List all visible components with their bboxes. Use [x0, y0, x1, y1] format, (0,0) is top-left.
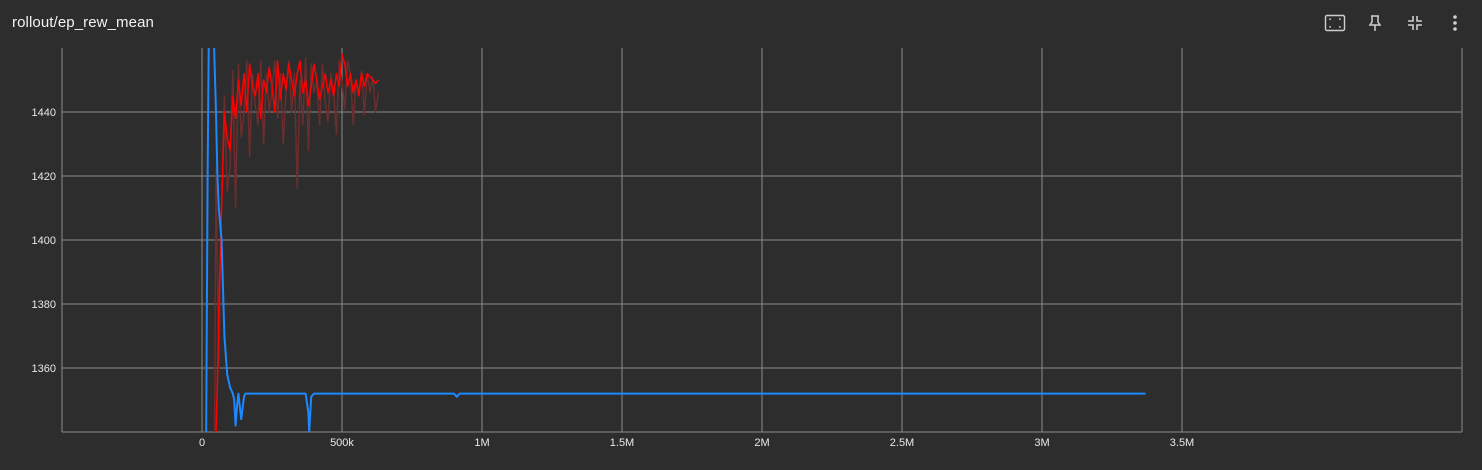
- x-tick-label: 0: [199, 437, 205, 449]
- x-tick-label: 1.5M: [610, 437, 634, 449]
- chart-title: rollout/ep_rew_mean: [12, 14, 154, 31]
- grid: [61, 48, 1463, 433]
- chart-toolbar: [1322, 10, 1468, 36]
- series-line-1[interactable]: [215, 53, 379, 432]
- fit-domain-button[interactable]: [1322, 10, 1348, 36]
- x-tick-label: 3M: [1034, 437, 1049, 449]
- x-tick-label: 500k: [330, 437, 354, 449]
- x-tick-label: 1M: [474, 437, 489, 449]
- x-tick-label: 2.5M: [890, 437, 914, 449]
- axis-labels: 0 500k 1M 1.5M 2M 2.5M 3M 3.5M 1360 1380 1400 1420 1…: [32, 107, 1195, 449]
- pin-button[interactable]: [1362, 10, 1388, 36]
- x-tick-label: 3.5M: [1170, 437, 1194, 449]
- series-layer: [205, 16, 1146, 432]
- y-tick-label: 1360: [32, 363, 56, 375]
- collapse-icon: [1408, 16, 1422, 30]
- y-tick-label: 1380: [32, 299, 56, 311]
- more-options-button[interactable]: [1442, 10, 1468, 36]
- collapse-button[interactable]: [1402, 10, 1428, 36]
- series-line-0[interactable]: [205, 16, 1146, 432]
- fit-domain-icon: [1324, 14, 1346, 32]
- series-line-2[interactable]: [213, 56, 380, 432]
- more-vertical-icon: [1453, 15, 1457, 31]
- y-tick-label: 1440: [32, 107, 56, 119]
- y-tick-label: 1400: [32, 235, 56, 247]
- pin-icon: [1368, 15, 1382, 31]
- x-tick-label: 2M: [754, 437, 769, 449]
- y-tick-label: 1420: [32, 171, 56, 183]
